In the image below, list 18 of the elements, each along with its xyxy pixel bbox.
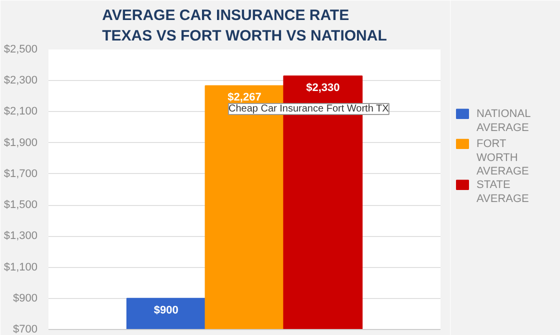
y-tick-label: $1,900: [4, 136, 38, 149]
y-tick-label: $1,500: [4, 199, 38, 212]
data-label: $900: [154, 304, 178, 316]
y-tick-label: $1,300: [4, 230, 38, 242]
y-tick-label: $2,300: [4, 74, 38, 87]
data-label: $2,267: [228, 92, 262, 104]
y-tick-label: $700: [13, 324, 38, 335]
chart-title: AVERAGE CAR INSURANCE RATE TEXAS VS FORT WORTH VS NATIONAL: [102, 7, 387, 44]
data-label: $2,330: [306, 82, 340, 94]
y-tick-label: $2,100: [4, 106, 38, 118]
annotation: Cheap Car Insurance Fort Worth TX: [228, 104, 390, 114]
y-tick-label: $900: [13, 292, 38, 304]
y-tick-label: $2,500: [4, 44, 38, 56]
y-tick-label: $1,700: [4, 168, 38, 180]
legend-label: NATIONAL AVERAGE: [476, 108, 531, 134]
legend-label: FORT WORTH AVERAGE: [476, 138, 529, 178]
legend-label: STATE AVERAGE: [476, 179, 529, 205]
y-tick-label: $1,100: [4, 261, 38, 274]
